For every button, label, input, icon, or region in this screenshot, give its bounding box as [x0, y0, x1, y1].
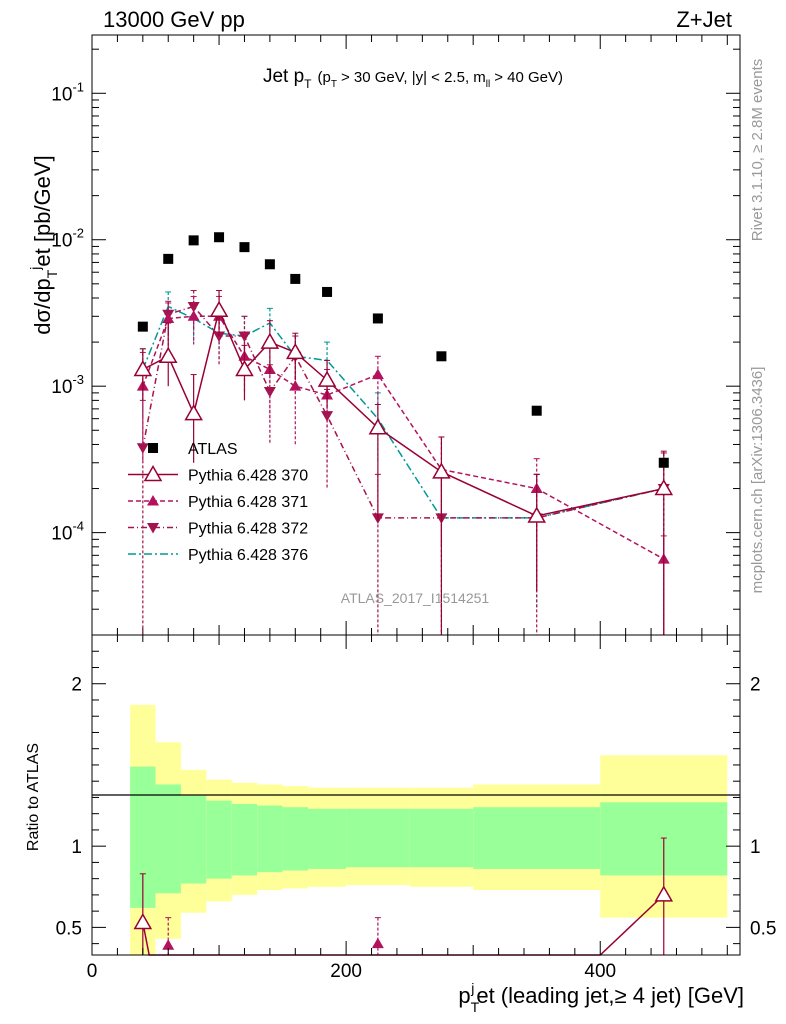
x-axis-label: pTjet (leading jet,≥ 4 jet) [GeV] [458, 980, 744, 1015]
series-line [142, 305, 664, 519]
band-inner [206, 800, 232, 879]
legend-label: Pythia 6.428 371 [188, 494, 308, 511]
series-line [142, 305, 664, 519]
ratio-y-tick-label-right: 1 [750, 837, 761, 858]
marker-atlas-square [163, 253, 174, 264]
marker-triangle-up [162, 312, 175, 323]
band-inner [473, 807, 601, 869]
marker-atlas-square [214, 232, 225, 243]
marker-open-triangle [654, 479, 674, 496]
marker-atlas-square [372, 313, 383, 324]
legend-label: Pythia 6.428 376 [188, 547, 308, 564]
ratio-marker-370 [133, 913, 153, 930]
legend-label: ATLAS [188, 441, 238, 458]
marker-open-triangle [432, 462, 451, 479]
marker-atlas-square [290, 273, 301, 284]
band-inner [282, 807, 308, 871]
marker-triangle-up [187, 310, 200, 321]
y-tick-label: 10-2 [51, 226, 84, 252]
marker-atlas-square [322, 286, 333, 297]
header-left: 13000 GeV pp [103, 7, 245, 32]
ratio-y-tick-label: 1 [71, 837, 82, 858]
legend: ATLAS Pythia 6.428 370 Pythia 6.428 371 Pyt… [128, 441, 308, 564]
marker-atlas-square [188, 235, 199, 246]
main-data [133, 232, 674, 635]
ratio-marker-370 [654, 885, 674, 902]
x-tick-label: 0 [87, 961, 98, 982]
marker-open-triangle [286, 342, 305, 360]
ratio-panel: 0.5 0.5 1 1 2 2 0 200 400 [56, 634, 776, 982]
header-right: Z+Jet [676, 7, 732, 32]
ratio-y-label: Ratio to ATLAS [25, 743, 42, 851]
ratio-frame [91, 634, 741, 956]
marker-atlas-square [137, 321, 148, 332]
marker-triangle-up [289, 380, 302, 391]
band-inner [308, 808, 347, 869]
ratio-marker-371 [371, 937, 384, 949]
main-y-label: dσ/dpTjet [pb/GeV] [27, 155, 60, 334]
ratio-marker-371 [162, 939, 175, 950]
marker-atlas-square [658, 457, 669, 468]
marker-triangle-down [238, 331, 251, 343]
band-inner [257, 805, 283, 873]
x-tick-label: 200 [330, 961, 362, 982]
marker-open-triangle [158, 346, 178, 364]
ratio-y-tick-label-right: 2 [750, 675, 761, 696]
y-tick-label: 10-4 [51, 519, 84, 545]
mcplots-label: mcplots.cern.ch [arXiv:1306.3436] [749, 367, 766, 594]
ratio-y-tick-label: 2 [71, 675, 82, 696]
ratio-y-tick-label: 0.5 [56, 918, 82, 939]
marker-open-triangle [133, 359, 153, 377]
ratio-bands [130, 704, 728, 955]
marker-open-triangle [368, 418, 388, 435]
marker-open-triangle [184, 404, 203, 421]
main-axes: 10-4 10-3 10-2 10-1 [51, 35, 740, 636]
marker-atlas-square [531, 405, 542, 416]
y-tick-label: 10-1 [51, 79, 84, 105]
y-tick-label: 10-3 [51, 372, 84, 398]
legend-marker-atlas [148, 443, 158, 453]
legend-marker [143, 464, 163, 482]
legend-label: Pythia 6.428 370 [188, 468, 308, 485]
band-inner [409, 808, 474, 868]
main-panel: 10-4 10-3 10-2 10-1 ATLAS_2017_I1514251 Jet… [51, 34, 741, 636]
marker-open-triangle [527, 506, 546, 523]
main-frame [91, 34, 741, 636]
rivet-label: Rivet 3.1.10, ≥ 2.8M events [749, 59, 766, 242]
watermark: ATLAS_2017_I1514251 [341, 590, 490, 606]
ratio-axes: 0.5 0.5 1 1 2 2 0 200 400 [56, 635, 776, 982]
band-inner [180, 795, 207, 884]
marker-atlas-square [239, 242, 250, 253]
marker-open-triangle [260, 332, 280, 349]
legend-marker [147, 495, 159, 506]
marker-open-triangle [235, 359, 254, 377]
main-title: Jet pT (pT > 30 GeV, |y| < 2.5, mll > 40 Ge… [263, 66, 563, 91]
band-inner [155, 784, 181, 894]
marker-atlas-square [436, 351, 447, 362]
band-inner [231, 803, 258, 876]
marker-open-triangle [209, 300, 229, 317]
legend-marker [147, 523, 159, 534]
series-line [142, 307, 664, 517]
band-inner [346, 808, 410, 868]
x-tick-label: 400 [584, 961, 616, 982]
marker-atlas-square [264, 259, 275, 270]
marker-triangle-up [371, 368, 384, 380]
marker-open-triangle [317, 370, 337, 387]
ratio-line-370 [142, 894, 665, 956]
ratio-y-tick-label-right: 0.5 [750, 918, 776, 939]
legend-label: Pythia 6.428 372 [188, 521, 308, 538]
